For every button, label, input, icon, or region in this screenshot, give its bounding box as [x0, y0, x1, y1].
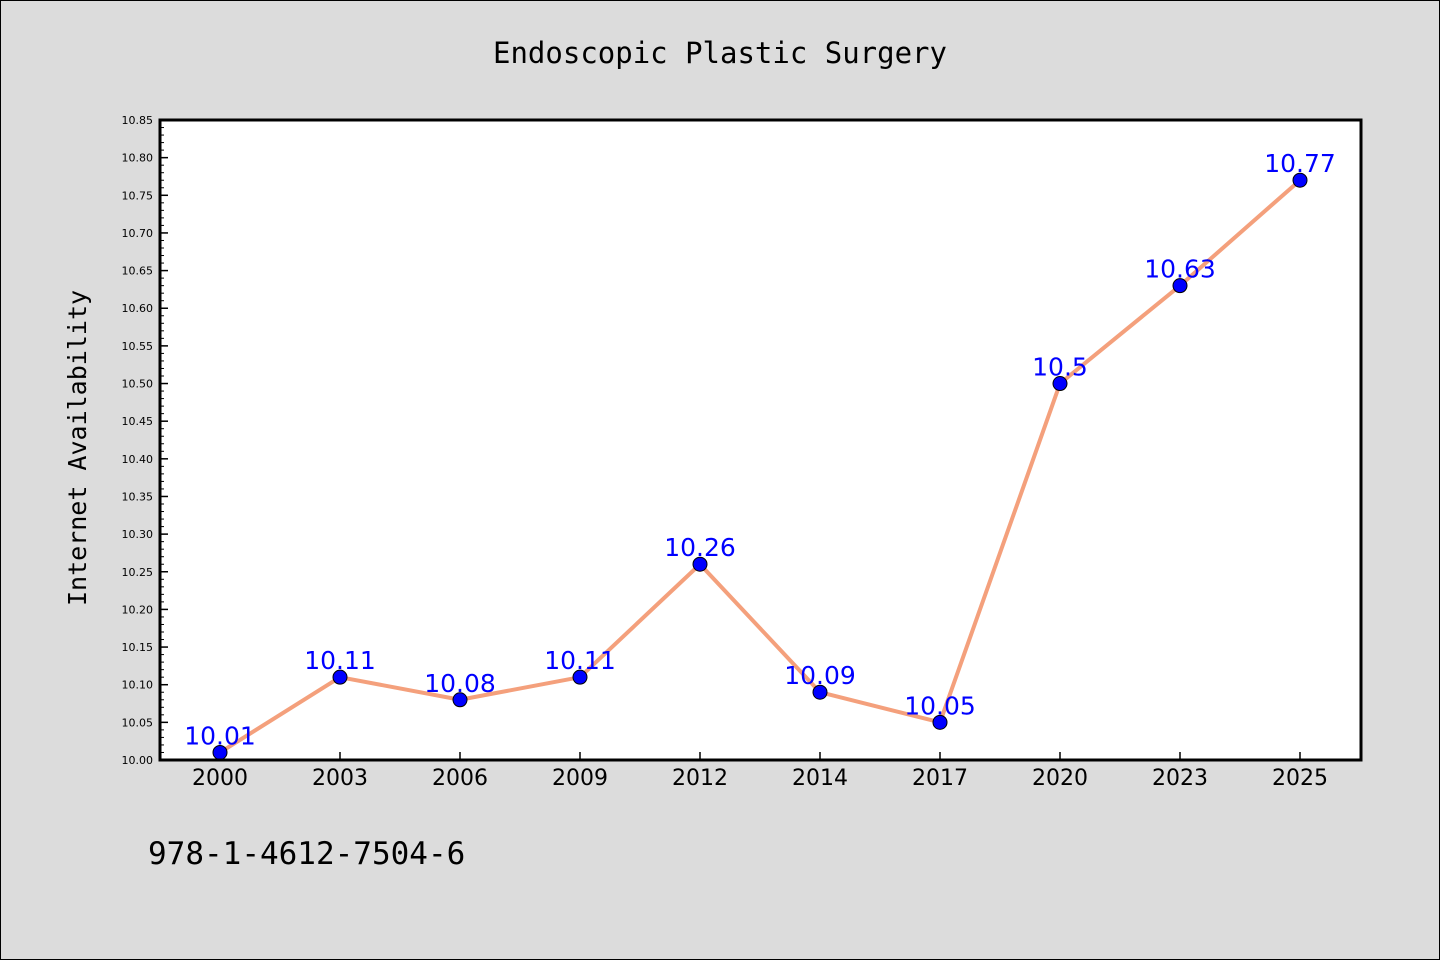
y-tick-label: 10.65 [122, 265, 154, 278]
data-point [812, 684, 828, 700]
data-point [932, 714, 948, 730]
data-point [332, 669, 348, 685]
data-label: 10.26 [664, 533, 736, 562]
x-tick-label: 2017 [912, 766, 968, 791]
y-axis-ticks: 10.00 10.05 10.10 10.15 10.20 10.25 10.30 10.35… [122, 114, 168, 767]
y-tick-label: 10.55 [122, 340, 154, 353]
x-tick-label: 2014 [792, 766, 848, 791]
data-label: 10.01 [184, 721, 256, 750]
y-tick-label: 10.20 [122, 603, 154, 616]
isbn-footer: 978-1-4612-7504-6 [148, 836, 465, 872]
y-tick-label: 10.80 [122, 152, 154, 165]
data-label: 10.63 [1144, 255, 1216, 284]
data-label: 10.5 [1032, 353, 1088, 382]
series-markers [212, 172, 1308, 760]
data-label: 10.09 [784, 661, 856, 690]
y-tick-label: 10.75 [122, 189, 154, 202]
x-tick-label: 2006 [432, 766, 488, 791]
y-axis-label: Internet Availability [63, 290, 92, 606]
series-line [218, 178, 1302, 755]
data-point [1052, 376, 1068, 392]
data-point [452, 692, 468, 708]
data-label: 10.08 [424, 669, 496, 698]
y-tick-label: 10.45 [122, 415, 154, 428]
chart-title: Endoscopic Plastic Surgery [493, 36, 947, 70]
y-tick-label: 10.00 [122, 754, 154, 767]
y-tick-label: 10.60 [122, 302, 154, 315]
x-tick-label: 2009 [552, 766, 608, 791]
data-label: 10.11 [304, 646, 376, 675]
y-tick-label: 10.10 [122, 679, 154, 692]
x-tick-label: 2000 [192, 766, 248, 791]
plot-area [160, 120, 1361, 760]
data-label: 10.05 [904, 691, 976, 720]
x-tick-label: 2025 [1272, 766, 1328, 791]
y-tick-label: 10.35 [122, 490, 154, 503]
y-tick-label: 10.40 [122, 453, 154, 466]
x-tick-label: 2020 [1032, 766, 1088, 791]
x-tick-label: 2012 [672, 766, 728, 791]
data-labels: 10.01 10.11 10.08 10.11 10.26 10.09 10.05 10.5 1… [184, 149, 1336, 750]
y-tick-label: 10.70 [122, 227, 154, 240]
x-axis-ticks: 2000 2003 2006 2009 2012 2014 2017 2020 2023 2025 [192, 752, 1328, 791]
x-tick-label: 2003 [312, 766, 368, 791]
y-tick-label: 10.05 [122, 716, 154, 729]
plot-border [158, 118, 1363, 762]
y-tick-label: 10.15 [122, 641, 154, 654]
y-tick-label: 10.85 [122, 114, 154, 127]
data-point [692, 556, 708, 572]
data-point [572, 669, 588, 685]
data-point [1172, 278, 1188, 294]
y-tick-label: 10.50 [122, 378, 154, 391]
data-label: 10.77 [1264, 149, 1336, 178]
y-tick-label: 10.25 [122, 566, 154, 579]
data-point [1292, 172, 1308, 188]
data-label: 10.11 [544, 646, 616, 675]
x-tick-label: 2023 [1152, 766, 1208, 791]
y-tick-label: 10.30 [122, 528, 154, 541]
